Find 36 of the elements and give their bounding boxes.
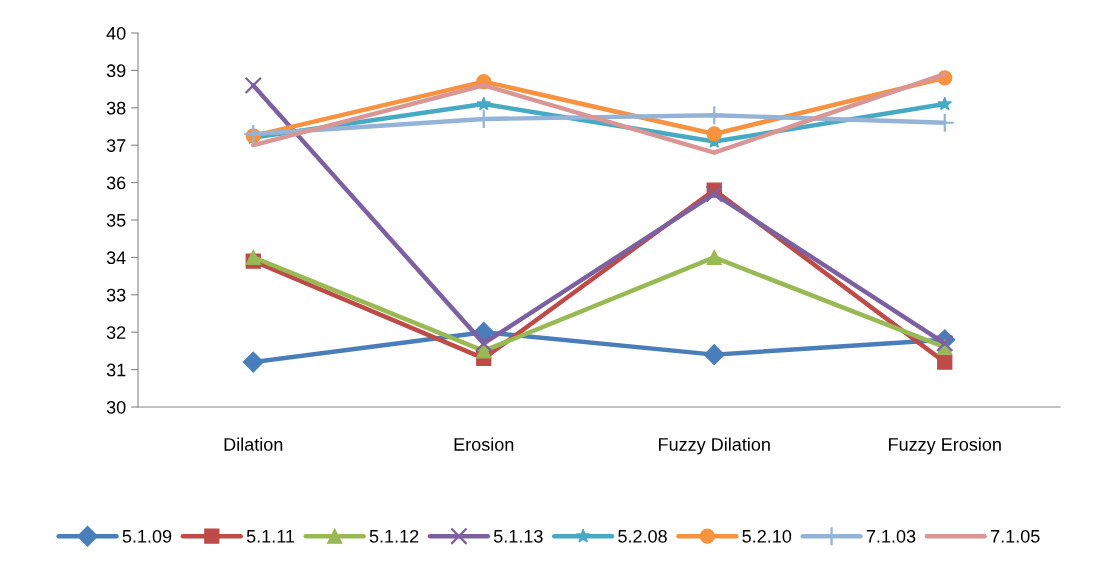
legend-label: 5.1.11: [246, 530, 295, 543]
legend-label: 5.2.10: [742, 529, 792, 543]
point: [476, 343, 492, 359]
x-tick-label: Dilation: [224, 437, 283, 451]
y-tick-label: 35: [106, 213, 126, 227]
legend-label: 5.2.08: [618, 529, 667, 543]
legend-label: 7.1.05: [991, 529, 1040, 543]
y-tick-label: 33: [106, 288, 126, 302]
y-tick-label: 36: [106, 176, 126, 190]
y-tick-label: 37: [106, 139, 126, 152]
y-tick-label: 39: [106, 64, 126, 78]
y-tick-label: 38: [106, 101, 126, 115]
point: [937, 96, 953, 111]
legend-label: 5.1.09: [122, 529, 172, 543]
point: [937, 354, 953, 370]
x-tick-label: Fuzzy Erosion: [889, 437, 1001, 455]
legend-label: 5.1.13: [493, 529, 543, 543]
point: [475, 334, 493, 353]
y-tick-label: 34: [106, 251, 126, 265]
x-tick-label: Fuzzy Dilation: [659, 437, 770, 455]
point: [706, 249, 722, 266]
y-tick-label: 30: [106, 400, 126, 414]
y-tick-label: 40: [106, 26, 126, 40]
legend-label: 7.1.03: [866, 529, 916, 543]
point: [705, 185, 723, 203]
point: [936, 334, 954, 353]
legend-label: 5.1.12: [369, 529, 419, 543]
point: [476, 96, 492, 111]
y-tick-label: 31: [106, 363, 126, 377]
point: [242, 351, 264, 373]
x-tick-label: Erosion: [454, 437, 514, 451]
point: [703, 344, 725, 366]
point: [706, 126, 722, 142]
point: [244, 76, 262, 95]
y-tick-label: 32: [106, 326, 126, 339]
point: [245, 249, 261, 266]
